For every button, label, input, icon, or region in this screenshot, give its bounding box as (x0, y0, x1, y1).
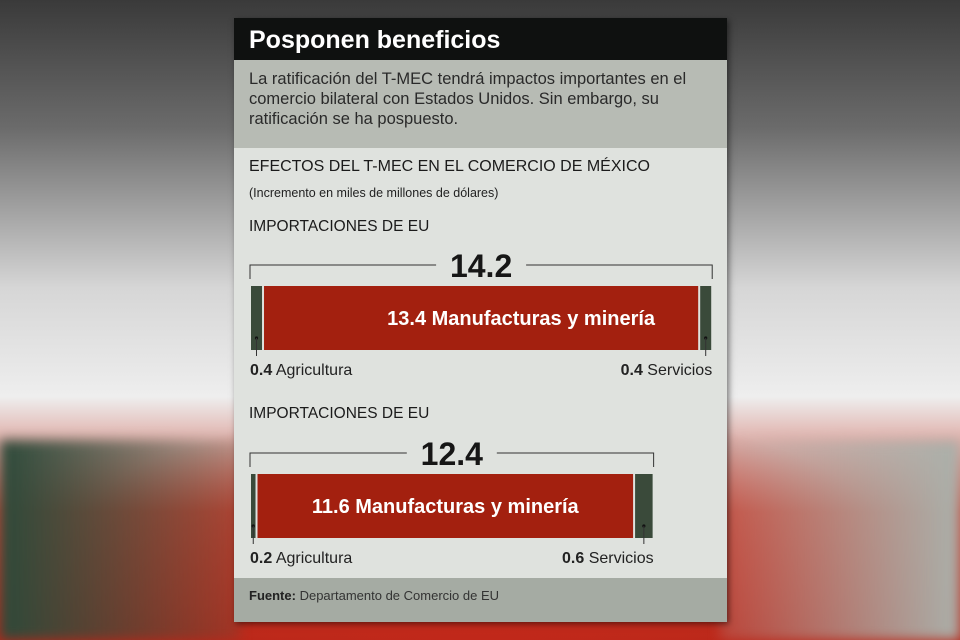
segment-label-servicios: 0.6 Servicios (562, 550, 654, 567)
intro-section: La ratificación del T-MEC tendrá impacto… (234, 60, 727, 148)
segment-label-agricultura: 0.2 Agricultura (250, 550, 352, 567)
segment-label-agricultura: 0.4 Agricultura (250, 362, 352, 379)
segment-label: 11.6 Manufacturas y minería (312, 496, 580, 518)
total-bracket (249, 264, 713, 279)
bar-segment-agricultura (251, 474, 256, 538)
charts-svg: 14.2 0.4 Agricultura 13.4 Manufacturas y m… (249, 248, 713, 567)
segment-value: 0.6 (562, 550, 584, 567)
segment-name: Agricultura (272, 550, 352, 567)
segment-name: Servicios (643, 362, 712, 379)
bar-segment-manufacturas (264, 286, 699, 350)
total-label: 12.4 (421, 436, 483, 472)
segment-value: 0.4 (250, 362, 272, 379)
bar-segment-manufacturas (257, 474, 634, 538)
source-footer: Fuente: Departamento de Comercio de EU (234, 578, 727, 622)
segment-value: 0.4 (621, 362, 643, 379)
chart-subheading: (Incremento en miles de millones de dóla… (249, 186, 499, 200)
intro-text: La ratificación del T-MEC tendrá impacto… (249, 70, 687, 128)
chart-1-title: IMPORTACIONES DE EU (249, 218, 430, 235)
segment-name: Servicios (584, 550, 653, 567)
total-label: 14.2 (450, 248, 512, 284)
background-blur-right (720, 440, 960, 640)
source-label: Fuente: (249, 588, 296, 603)
segment-label: 13.4 Manufacturas y minería (387, 308, 656, 330)
segment-label-servicios: 0.4 Servicios (621, 362, 713, 379)
chart-heading: EFECTOS DEL T-MEC EN EL COMERCIO DE MÉXI… (249, 158, 650, 175)
segment-value: 0.2 (250, 550, 272, 567)
chart-2-title: IMPORTACIONES DE EU (249, 405, 430, 422)
page-title: Posponen beneficios (234, 18, 727, 60)
infographic-panel: Posponen beneficios La ratificación del … (234, 18, 727, 622)
background-blur-left (0, 440, 240, 640)
bar-segment-servicios (700, 286, 712, 350)
segment-name: Agricultura (272, 362, 352, 379)
bar-segment-servicios (635, 474, 653, 538)
source-text: Departamento de Comercio de EU (299, 588, 500, 603)
bar-segment-agricultura (251, 286, 263, 350)
total-bracket (249, 452, 655, 467)
